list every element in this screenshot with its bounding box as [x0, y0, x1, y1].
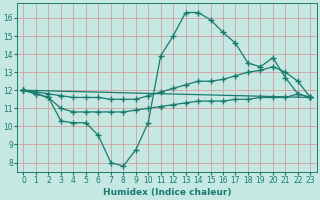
X-axis label: Humidex (Indice chaleur): Humidex (Indice chaleur): [103, 188, 231, 197]
